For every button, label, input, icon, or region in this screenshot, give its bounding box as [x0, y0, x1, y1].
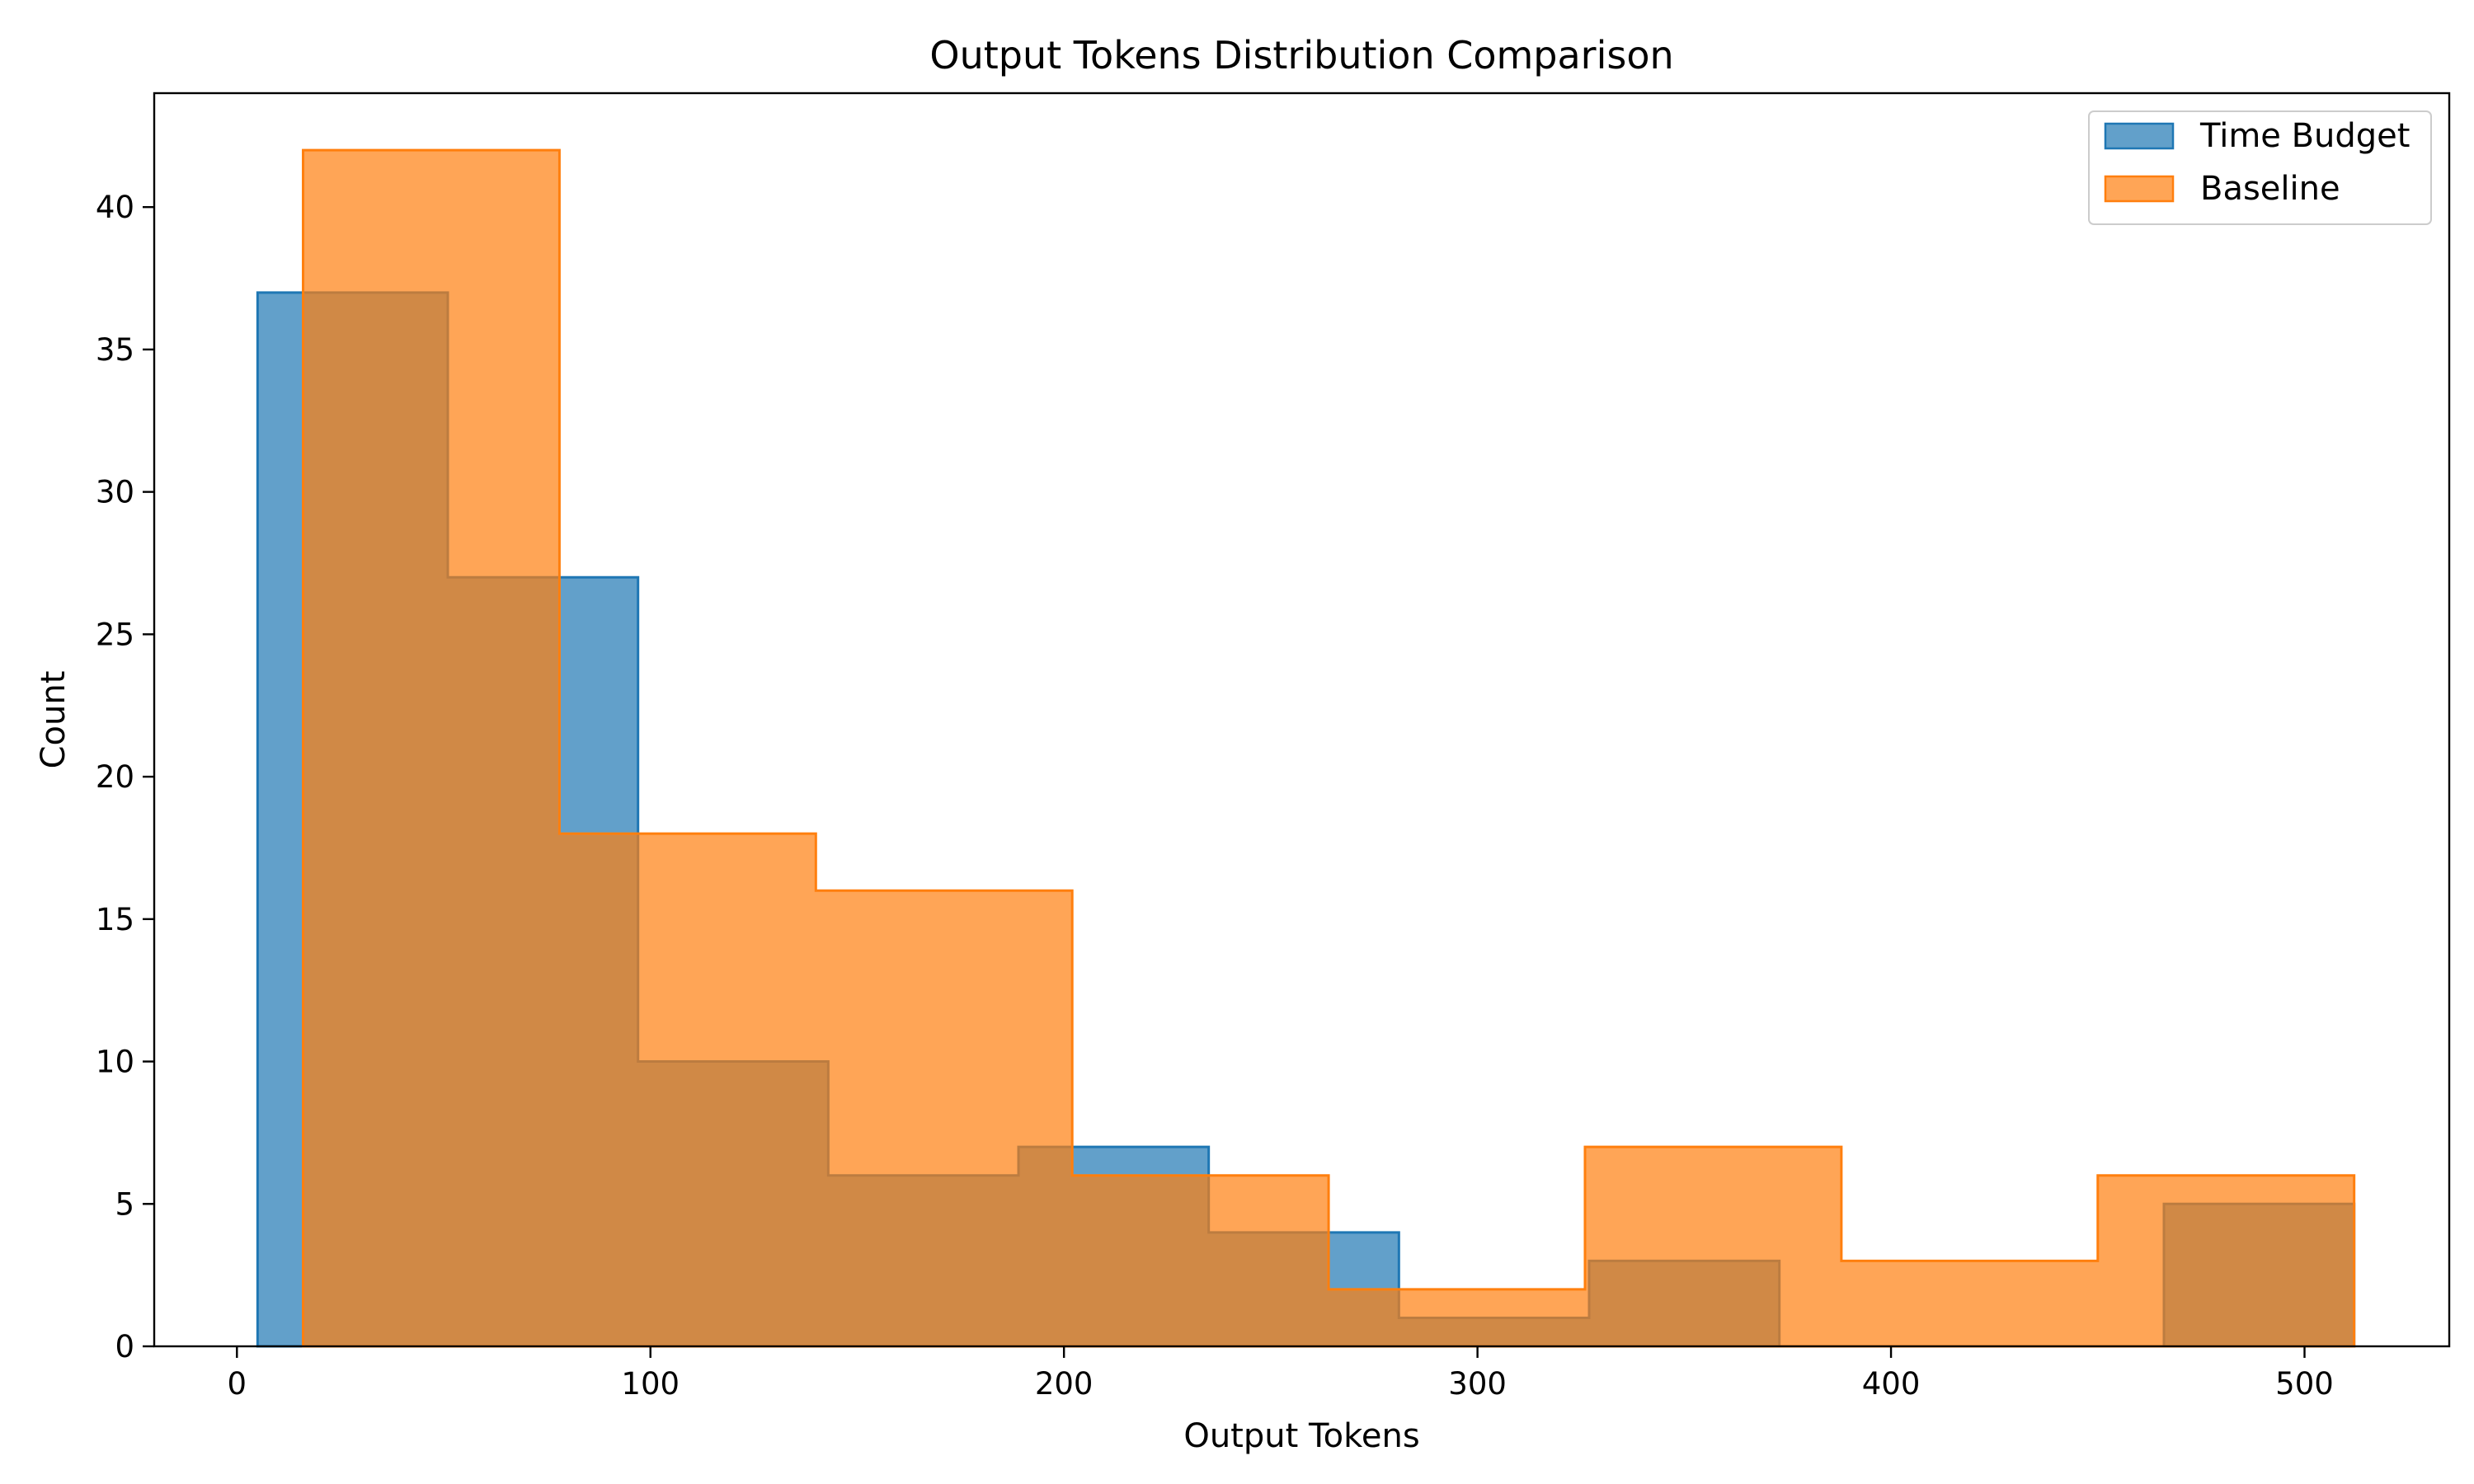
y-tick-label: 15 — [96, 902, 134, 937]
y-tick-label: 10 — [96, 1045, 134, 1080]
y-tick-label: 35 — [96, 332, 134, 368]
plot-frame — [153, 92, 2451, 1348]
x-tick-label: 200 — [1035, 1366, 1094, 1402]
x-axis: 0 100 200 300 400 500 — [228, 1346, 2334, 1402]
series-layer — [256, 148, 2356, 1348]
x-tick-label: 300 — [1448, 1366, 1507, 1402]
x-tick-label: 500 — [2275, 1366, 2334, 1402]
legend: Time Budget Baseline — [2088, 110, 2432, 225]
chart-title: Output Tokens Distribution Comparison — [929, 33, 1673, 77]
legend-label-time-budget: Time Budget — [2199, 117, 2410, 155]
x-tick-label: 0 — [228, 1366, 247, 1402]
y-axis-label: Count — [35, 671, 73, 769]
histogram-step-baseline — [302, 148, 2356, 1348]
x-axis-label: Output Tokens — [1183, 1417, 1419, 1455]
legend-swatch-baseline — [2104, 175, 2175, 203]
y-tick-label: 5 — [115, 1186, 134, 1222]
x-tick-label: 100 — [621, 1366, 680, 1402]
y-axis: 0 5 10 15 20 25 30 35 40 — [96, 190, 154, 1364]
x-tick-label: 400 — [1862, 1366, 1921, 1402]
y-tick-label: 30 — [96, 475, 134, 510]
legend-label-baseline: Baseline — [2200, 170, 2340, 208]
y-tick-label: 25 — [96, 617, 134, 652]
y-tick-label: 0 — [115, 1329, 134, 1364]
legend-frame — [2088, 110, 2432, 225]
y-tick-label: 40 — [96, 190, 134, 225]
legend-swatch-time-budget — [2104, 122, 2175, 150]
y-tick-label: 20 — [96, 759, 134, 795]
series-baseline — [302, 148, 2356, 1348]
